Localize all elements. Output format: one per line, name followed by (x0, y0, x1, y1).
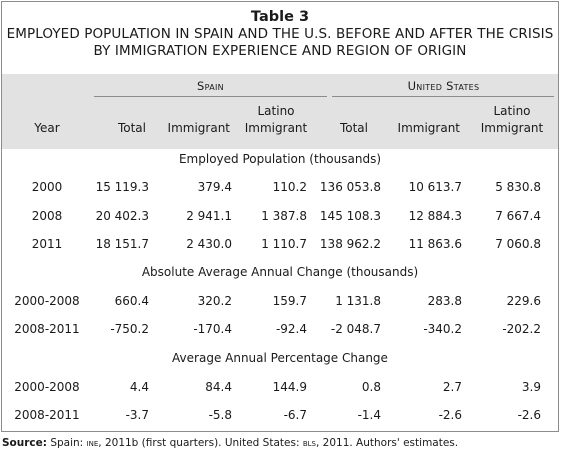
header-spain-latino-line2: Immigrant (244, 121, 308, 135)
value-us-latino: -202.2 (502, 322, 541, 336)
value-spain-immigrant: 320.2 (197, 294, 232, 308)
source-text-part1: Spain: (46, 437, 87, 449)
value-us-immigrant: 2.7 (442, 380, 462, 394)
row-year: 2000 (31, 180, 63, 194)
header-us-latino-line2: Immigrant (480, 121, 544, 135)
value-spain-total: 660.4 (114, 294, 149, 308)
value-us-total: 136 053.8 (319, 180, 381, 194)
row-year: 2008-2011 (14, 408, 80, 422)
source-ine: ine (86, 437, 99, 449)
value-us-immigrant: -340.2 (423, 322, 462, 336)
table-title-line-1: EMPLOYED POPULATION IN SPAIN AND THE U.S… (6, 26, 554, 42)
source-text-part3: , 2011. Authors' estimates. (315, 437, 459, 449)
table-title-line-2: BY IMMIGRATION EXPERIENCE AND REGION OF … (93, 43, 467, 59)
value-us-total: -1.4 (357, 408, 381, 422)
value-us-immigrant: 10 613.7 (408, 180, 462, 194)
value-spain-latino: -6.7 (283, 408, 307, 422)
header-us-total: Total (339, 121, 368, 135)
row-year: 2000-2008 (14, 294, 80, 308)
value-us-immigrant: 11 863.6 (408, 237, 462, 251)
value-spain-total: 15 119.3 (95, 180, 149, 194)
value-spain-total: 18 151.7 (95, 237, 149, 251)
value-spain-latino: 159.7 (272, 294, 307, 308)
value-spain-latino: 1 387.8 (261, 209, 307, 223)
source-text-part2: , 2011b (first quarters). United States: (98, 437, 303, 449)
value-spain-total: 4.4 (129, 380, 149, 394)
value-spain-immigrant: -170.4 (193, 322, 232, 336)
value-us-latino: -2.6 (517, 408, 541, 422)
value-spain-immigrant: -5.8 (208, 408, 232, 422)
value-spain-latino: 144.9 (272, 380, 307, 394)
header-spain-total: Total (117, 121, 146, 135)
value-us-immigrant: 12 884.3 (408, 209, 462, 223)
value-us-latino: 3.9 (521, 380, 541, 394)
source-label: Source: (2, 437, 47, 449)
value-spain-immigrant: 2 941.1 (186, 209, 232, 223)
value-spain-latino: -92.4 (275, 322, 307, 336)
value-spain-latino: 1 110.7 (261, 237, 307, 251)
us-underline (332, 96, 554, 97)
source-bls: bls (302, 437, 316, 449)
value-spain-total: -3.7 (125, 408, 149, 422)
column-header-band: Spain United States Year Total Immigrant… (2, 74, 558, 149)
value-us-total: 1 131.8 (335, 294, 381, 308)
table-title-block: Table 3 EMPLOYED POPULATION IN SPAIN AND… (2, 2, 558, 74)
value-spain-immigrant: 84.4 (205, 380, 232, 394)
section-heading-employed: Employed Population (thousands) (178, 152, 382, 166)
value-us-total: 138 962.2 (319, 237, 381, 251)
section-heading-absolute-change: Absolute Average Annual Change (thousand… (141, 265, 419, 279)
value-spain-immigrant: 379.4 (197, 180, 232, 194)
value-us-immigrant: 283.8 (427, 294, 462, 308)
value-spain-immigrant: 2 430.0 (186, 237, 232, 251)
row-year: 2011 (31, 237, 63, 251)
table-label: Table 3 (250, 9, 310, 25)
value-us-latino: 5 830.8 (495, 180, 541, 194)
source-note: Source: Spain: ine, 2011b (first quarter… (2, 437, 458, 449)
header-spain-latino-line1: Latino (257, 104, 295, 118)
group-header-spain: Spain (197, 79, 224, 93)
value-us-latino: 7 060.8 (495, 237, 541, 251)
value-spain-total: -750.2 (110, 322, 149, 336)
value-us-total: 0.8 (361, 380, 381, 394)
section-heading-percentage-change: Average Annual Percentage Change (172, 351, 388, 365)
row-year: 2008 (31, 209, 63, 223)
value-us-immigrant: -2.6 (438, 408, 462, 422)
row-year: 2000-2008 (14, 380, 80, 394)
value-us-latino: 7 667.4 (495, 209, 541, 223)
row-year: 2008-2011 (14, 322, 80, 336)
header-year: Year (34, 121, 60, 135)
value-us-latino: 229.6 (506, 294, 541, 308)
header-us-latino-line1: Latino (493, 104, 531, 118)
group-header-united-states: United States (407, 79, 480, 93)
table-frame: Table 3 EMPLOYED POPULATION IN SPAIN AND… (1, 1, 559, 432)
value-us-total: 145 108.3 (319, 209, 381, 223)
header-spain-immigrant: Immigrant (167, 121, 230, 135)
value-spain-latino: 110.2 (272, 180, 307, 194)
value-spain-total: 20 402.3 (95, 209, 149, 223)
spain-underline (94, 96, 327, 97)
header-us-immigrant: Immigrant (397, 121, 460, 135)
value-us-total: -2 048.7 (330, 322, 381, 336)
